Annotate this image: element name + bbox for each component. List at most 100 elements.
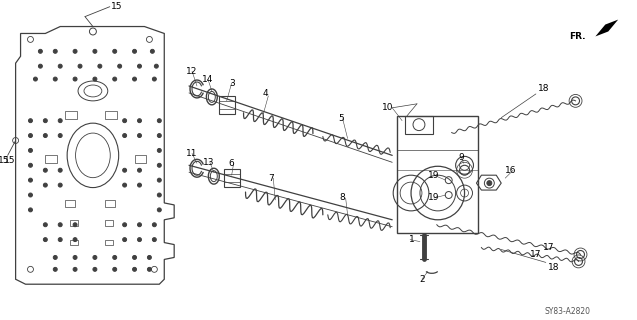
Circle shape	[29, 133, 32, 138]
Circle shape	[58, 183, 62, 187]
Text: 2: 2	[419, 275, 425, 284]
Text: 17: 17	[530, 250, 541, 259]
Circle shape	[152, 223, 156, 227]
Circle shape	[132, 49, 136, 53]
Circle shape	[73, 49, 77, 53]
Bar	[105, 240, 113, 244]
Circle shape	[43, 183, 47, 187]
Text: 3: 3	[229, 78, 234, 88]
Text: 1: 1	[409, 235, 415, 244]
Bar	[105, 220, 113, 226]
Circle shape	[73, 77, 77, 81]
Circle shape	[123, 238, 127, 242]
Bar	[70, 220, 78, 226]
Circle shape	[157, 133, 161, 138]
Circle shape	[43, 238, 47, 242]
Bar	[397, 116, 478, 233]
Text: 7: 7	[268, 174, 274, 183]
Bar	[65, 111, 77, 119]
Text: 19: 19	[428, 171, 440, 180]
Circle shape	[123, 133, 127, 138]
Circle shape	[93, 267, 97, 271]
Text: 5: 5	[338, 114, 343, 123]
Circle shape	[38, 64, 43, 68]
Circle shape	[43, 133, 47, 138]
Bar	[65, 200, 75, 207]
Circle shape	[38, 49, 43, 53]
Circle shape	[54, 255, 57, 260]
Circle shape	[54, 77, 57, 81]
Circle shape	[54, 267, 57, 271]
Circle shape	[58, 168, 62, 172]
Circle shape	[123, 168, 127, 172]
Circle shape	[43, 223, 47, 227]
Circle shape	[29, 119, 32, 123]
Circle shape	[29, 208, 32, 212]
Circle shape	[138, 64, 141, 68]
Circle shape	[29, 163, 32, 167]
Bar	[218, 96, 234, 114]
Circle shape	[113, 49, 117, 53]
Circle shape	[113, 255, 117, 260]
Text: 17: 17	[543, 243, 555, 252]
Bar	[405, 116, 433, 133]
Circle shape	[78, 64, 82, 68]
Circle shape	[98, 64, 102, 68]
Circle shape	[132, 77, 136, 81]
Polygon shape	[596, 20, 618, 36]
Circle shape	[73, 267, 77, 271]
Circle shape	[73, 223, 77, 227]
Circle shape	[157, 148, 161, 152]
Text: SY83-A2820: SY83-A2820	[545, 308, 590, 316]
Circle shape	[123, 183, 127, 187]
Circle shape	[43, 168, 47, 172]
Text: 11: 11	[186, 149, 197, 158]
Circle shape	[34, 77, 38, 81]
Circle shape	[58, 223, 62, 227]
Circle shape	[123, 223, 127, 227]
Circle shape	[93, 255, 97, 260]
Circle shape	[132, 267, 136, 271]
Circle shape	[138, 119, 141, 123]
Circle shape	[58, 238, 62, 242]
Circle shape	[132, 255, 136, 260]
Text: 4: 4	[262, 89, 268, 99]
Circle shape	[29, 178, 32, 182]
Circle shape	[152, 77, 156, 81]
Circle shape	[54, 49, 57, 53]
Circle shape	[157, 178, 161, 182]
Circle shape	[93, 77, 97, 81]
Circle shape	[93, 49, 97, 53]
Bar	[45, 156, 57, 163]
Text: 13: 13	[203, 158, 215, 167]
Circle shape	[157, 208, 161, 212]
Circle shape	[43, 119, 47, 123]
Circle shape	[147, 255, 152, 260]
Text: 19: 19	[428, 194, 440, 203]
Text: 14: 14	[202, 75, 213, 84]
Circle shape	[138, 133, 141, 138]
Circle shape	[29, 148, 32, 152]
Circle shape	[147, 267, 152, 271]
Text: 18: 18	[548, 263, 559, 272]
Circle shape	[157, 163, 161, 167]
Text: FR.: FR.	[569, 32, 585, 41]
Text: 9: 9	[459, 153, 464, 162]
Circle shape	[58, 119, 62, 123]
Text: 12: 12	[187, 67, 197, 76]
Circle shape	[157, 119, 161, 123]
Circle shape	[113, 77, 117, 81]
Circle shape	[113, 267, 117, 271]
Circle shape	[73, 238, 77, 242]
Text: 16: 16	[505, 166, 517, 175]
Circle shape	[157, 193, 161, 197]
Circle shape	[123, 119, 127, 123]
Circle shape	[150, 49, 154, 53]
Circle shape	[138, 238, 141, 242]
Text: 8: 8	[340, 194, 345, 203]
Circle shape	[138, 223, 141, 227]
Circle shape	[154, 64, 159, 68]
Text: 10: 10	[382, 103, 393, 112]
Circle shape	[118, 64, 122, 68]
Text: 18: 18	[538, 84, 550, 93]
